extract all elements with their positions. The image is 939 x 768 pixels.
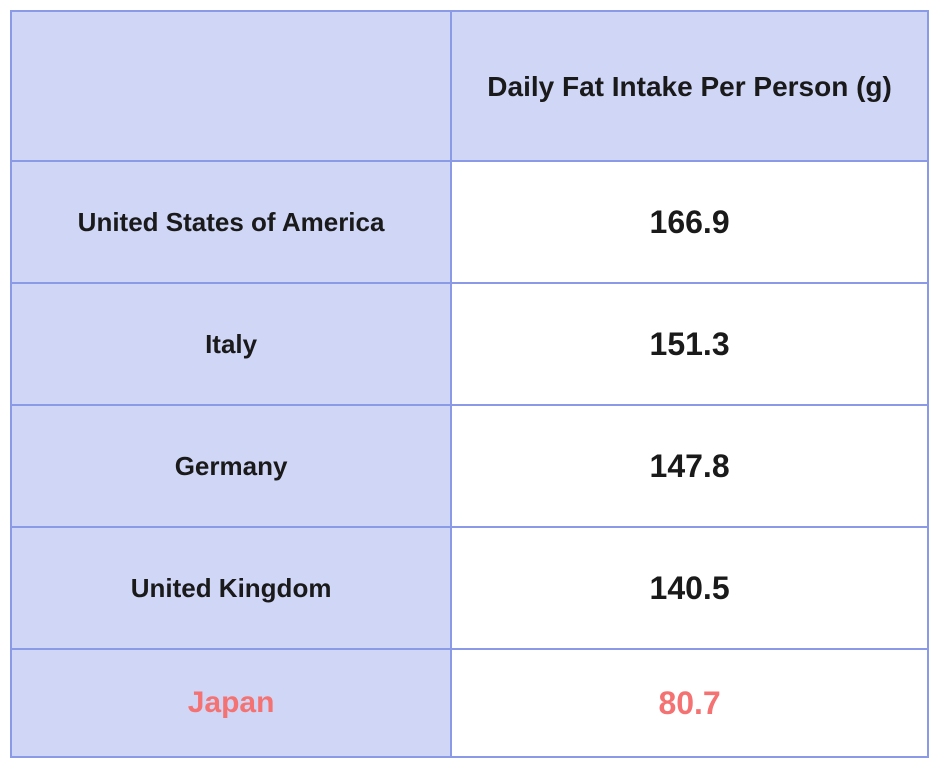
table-row: United States of America 166.9 — [11, 161, 928, 283]
table-row: Japan 80.7 — [11, 649, 928, 757]
header-value-cell: Daily Fat Intake Per Person (g) — [451, 11, 928, 161]
header-empty-cell — [11, 11, 451, 161]
value-cell: 140.5 — [451, 527, 928, 649]
table-row: United Kingdom 140.5 — [11, 527, 928, 649]
value-cell: 147.8 — [451, 405, 928, 527]
country-cell: United Kingdom — [11, 527, 451, 649]
table-row: Italy 151.3 — [11, 283, 928, 405]
value-cell-highlight: 80.7 — [451, 649, 928, 757]
country-cell-highlight: Japan — [11, 649, 451, 757]
table-header-row: Daily Fat Intake Per Person (g) — [11, 11, 928, 161]
country-cell: United States of America — [11, 161, 451, 283]
country-cell: Germany — [11, 405, 451, 527]
fat-intake-table: Daily Fat Intake Per Person (g) United S… — [10, 10, 929, 758]
value-cell: 151.3 — [451, 283, 928, 405]
country-cell: Italy — [11, 283, 451, 405]
table-row: Germany 147.8 — [11, 405, 928, 527]
value-cell: 166.9 — [451, 161, 928, 283]
